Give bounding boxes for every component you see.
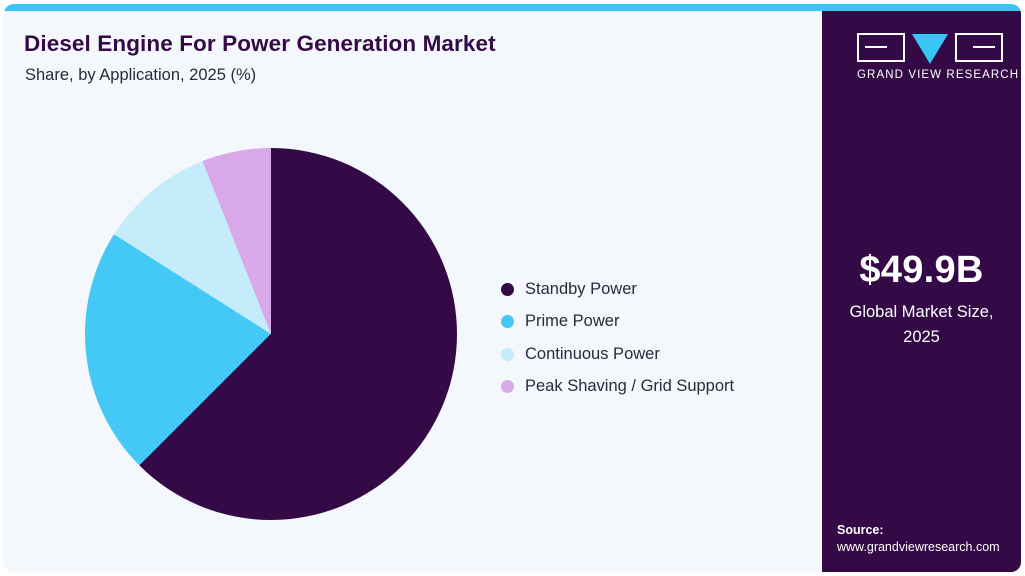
market-size-value: $49.9B: [859, 249, 984, 291]
market-size-label: Global Market Size, 2025: [849, 303, 994, 346]
source-url[interactable]: www.grandviewresearch.com: [837, 540, 1000, 554]
top-accent-bar: [4, 4, 1021, 11]
logo-mark-icon: [857, 33, 1003, 66]
page-subtitle: Share, by Application, 2025 (%): [25, 66, 257, 84]
legend-item-label: Prime Power: [525, 312, 620, 331]
grand-view-research-logo: GRAND VIEW RESEARCH: [857, 33, 1020, 88]
logo-triangle-icon: [912, 34, 948, 64]
source-block: Source: www.grandviewresearch.com: [837, 523, 1021, 554]
source-title: Source:: [837, 523, 884, 537]
pie-slices: [85, 148, 457, 520]
legend-item-label: Continuous Power: [525, 344, 660, 363]
logo-left-bracket-icon: [857, 33, 905, 62]
legend-swatch-icon: [501, 315, 514, 329]
logo-right-bracket-icon: [955, 33, 1003, 62]
chart-panel: Diesel Engine For Power Generation Marke…: [4, 11, 822, 572]
legend-item[interactable]: Standby Power: [501, 273, 801, 306]
legend-swatch-icon: [501, 347, 514, 361]
legend-item-label: Standby Power: [525, 279, 637, 298]
pie-chart: [85, 142, 457, 532]
legend-swatch-icon: [501, 380, 514, 394]
chart-legend: Standby Power Prime Power Continuous Power…: [501, 273, 801, 403]
legend-item[interactable]: Prime Power: [501, 306, 801, 339]
brand-panel: GRAND VIEW RESEARCH $49.9B Global Market…: [822, 11, 1021, 572]
legend-item[interactable]: Continuous Power: [501, 338, 801, 371]
legend-item-label: Peak Shaving / Grid Support: [525, 377, 735, 396]
legend-item[interactable]: Peak Shaving / Grid Support: [501, 371, 801, 404]
logo-wordmark: GRAND VIEW RESEARCH: [857, 69, 1020, 81]
legend-swatch-icon: [501, 282, 514, 296]
infographic-card: Diesel Engine For Power Generation Marke…: [4, 4, 1021, 572]
page-title: Diesel Engine For Power Generation Marke…: [24, 31, 496, 56]
